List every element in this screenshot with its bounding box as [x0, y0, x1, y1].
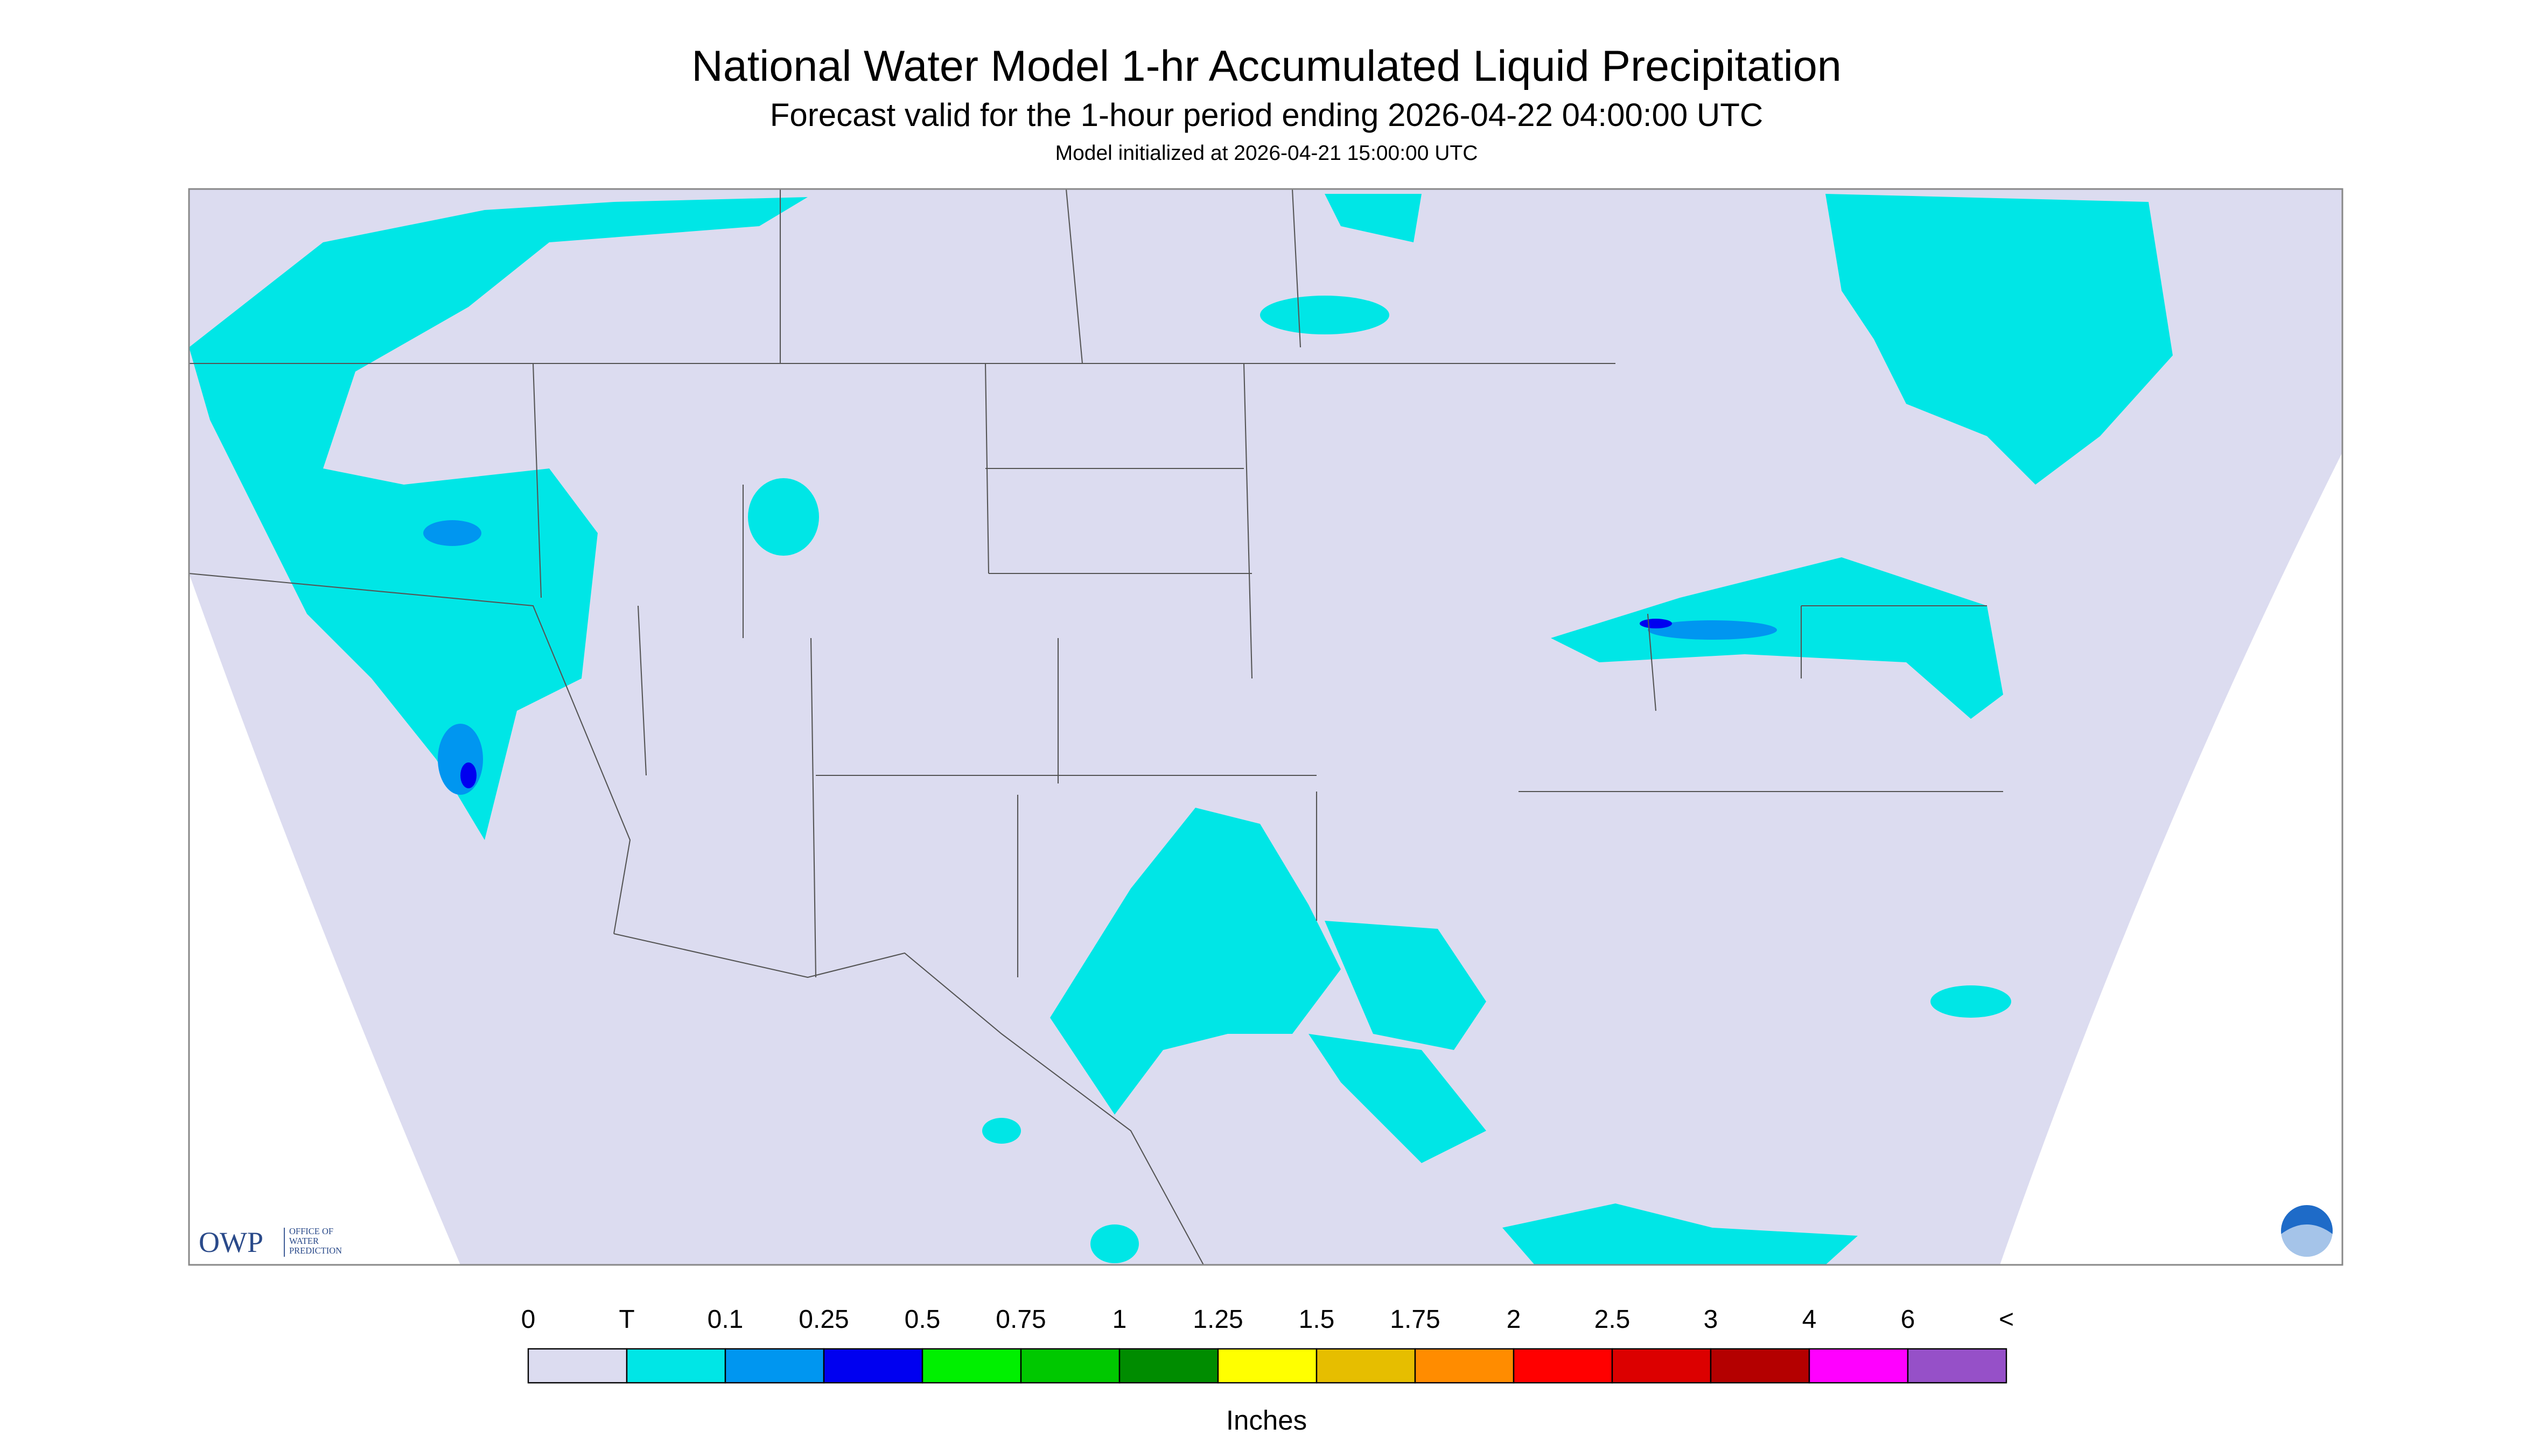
legend-swatch	[626, 1348, 726, 1384]
noaa-logo-wave	[2281, 1224, 2333, 1261]
legend-swatch	[1118, 1348, 1219, 1384]
legend-swatch	[1710, 1348, 1810, 1384]
legend-swatch	[823, 1348, 923, 1384]
legend-label: 0.25	[799, 1305, 849, 1334]
legend-swatch	[921, 1348, 1022, 1384]
legend-label: 1.75	[1390, 1305, 1440, 1334]
legend-label: 1.25	[1193, 1305, 1243, 1334]
legend-swatch	[1020, 1348, 1121, 1384]
legend-swatch	[724, 1348, 825, 1384]
legend: 0 T 0.1 0.25 0.5 0.75 1 1.25 1.5 1.75 2 2.5 3 4 6 <	[521, 1305, 2014, 1384]
legend-label: 0.1	[708, 1305, 744, 1334]
legend-label: 2.5	[1594, 1305, 1631, 1334]
legend-label: 1	[1112, 1305, 1127, 1334]
legend-swatch	[1316, 1348, 1416, 1384]
domain-mask-left	[189, 573, 460, 1265]
logo-line: PREDICTION	[289, 1245, 342, 1256]
map-subtitle: Forecast valid for the 1-hour period end…	[770, 97, 1763, 133]
legend-label: 1.5	[1299, 1305, 1335, 1334]
legend-label: 4	[1802, 1305, 1817, 1334]
precip-areas	[189, 194, 2173, 1265]
legend-swatch	[1907, 1348, 2007, 1384]
model-note: Model initialized at 2026-04-21 15:00:00…	[1055, 142, 1478, 165]
legend-label: 6	[1901, 1305, 1915, 1334]
map: OWP OFFICE OF WATER PREDICTION	[188, 188, 2343, 1266]
precip-areas-heaviest	[460, 619, 1672, 789]
logo-name: OWP	[199, 1226, 263, 1258]
domain-mask-right	[2000, 452, 2342, 1265]
legend-swatch	[1808, 1348, 1909, 1384]
legend-label: 2	[1507, 1305, 1521, 1334]
legend-swatch	[527, 1348, 628, 1384]
legend-label: 3	[1704, 1305, 1718, 1334]
legend-unit: Inches	[1226, 1405, 1307, 1436]
map-frame	[188, 188, 2343, 1266]
legend-label: 0	[521, 1305, 536, 1334]
legend-label: 0.75	[996, 1305, 1046, 1334]
logo-line: WATER	[289, 1236, 319, 1246]
legend-label: T	[619, 1305, 634, 1334]
legend-label: 0.5	[905, 1305, 941, 1334]
map-title: National Water Model 1-hr Accumulated Li…	[691, 42, 1842, 90]
legend-swatch	[1217, 1348, 1318, 1384]
legend-swatch	[1611, 1348, 1712, 1384]
legend-label: <	[1999, 1305, 2014, 1334]
legend-swatch	[1414, 1348, 1515, 1384]
legend-swatch	[1513, 1348, 1613, 1384]
logo-line: OFFICE OF	[289, 1226, 333, 1236]
boundaries	[188, 188, 2003, 1265]
